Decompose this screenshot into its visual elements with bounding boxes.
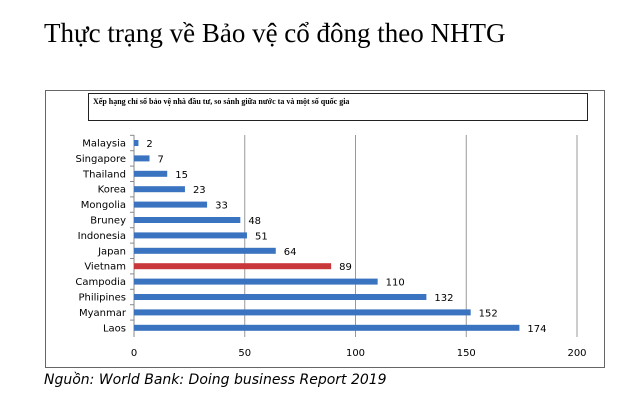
y-tick-label: Indonesia xyxy=(78,231,126,242)
y-tick-label: Laos xyxy=(103,323,126,334)
y-tick-label: Bruney xyxy=(90,216,126,227)
bar-malaysia xyxy=(134,140,139,146)
x-tick-label: 100 xyxy=(346,348,365,359)
bar-myanmar xyxy=(134,309,471,316)
y-tick-label: Thailand xyxy=(82,169,126,180)
y-tick-label: Campodia xyxy=(75,277,126,288)
data-label: 48 xyxy=(248,216,261,227)
y-tick-label: Vietnam xyxy=(84,262,126,273)
bar-thailand xyxy=(134,170,168,177)
y-tick-label: Philipines xyxy=(78,293,126,304)
data-label: 132 xyxy=(434,293,453,304)
bar-japan xyxy=(134,247,276,254)
data-label: 7 xyxy=(158,154,164,165)
bar-campodia xyxy=(134,278,378,285)
data-label: 174 xyxy=(527,324,546,335)
x-tick-label: 0 xyxy=(131,348,137,359)
y-tick-label: Malaysia xyxy=(82,139,126,150)
bar-singapore xyxy=(134,155,150,162)
y-tick-label: Mongolia xyxy=(81,200,126,211)
y-tick-label: Korea xyxy=(98,185,126,196)
x-tick-label: 200 xyxy=(567,348,586,359)
bar-philipines xyxy=(134,294,427,300)
chart-title: Xếp hạng chỉ số bảo vệ nhà đầu tư, so sá… xyxy=(88,93,588,121)
data-label: 110 xyxy=(386,278,405,289)
y-tick-label: Japan xyxy=(97,246,126,257)
data-label: 89 xyxy=(339,262,352,273)
x-tick-label: 150 xyxy=(457,348,476,359)
slide-title: Thực trạng về Bảo vệ cổ đông theo NHTG xyxy=(44,18,506,48)
bar-vietnam xyxy=(134,263,332,270)
data-label: 2 xyxy=(146,139,152,150)
x-tick-label: 50 xyxy=(238,348,251,359)
data-label: 33 xyxy=(215,201,228,212)
y-tick-label: Myanmar xyxy=(79,308,127,319)
data-label: 15 xyxy=(175,170,188,181)
source-note: Nguồn: World Bank: Doing business Report… xyxy=(44,372,387,388)
bar-mongolia xyxy=(134,201,208,208)
data-label: 64 xyxy=(284,247,297,258)
data-label: 23 xyxy=(193,185,206,196)
data-label: 152 xyxy=(479,308,498,319)
y-tick-label: Singapore xyxy=(76,154,126,165)
bar-korea xyxy=(134,186,185,193)
chart-frame xyxy=(45,90,605,368)
bar-indonesia xyxy=(134,232,247,239)
bar-bruney xyxy=(134,217,241,223)
data-label: 51 xyxy=(255,231,268,242)
bar-laos xyxy=(134,324,520,331)
